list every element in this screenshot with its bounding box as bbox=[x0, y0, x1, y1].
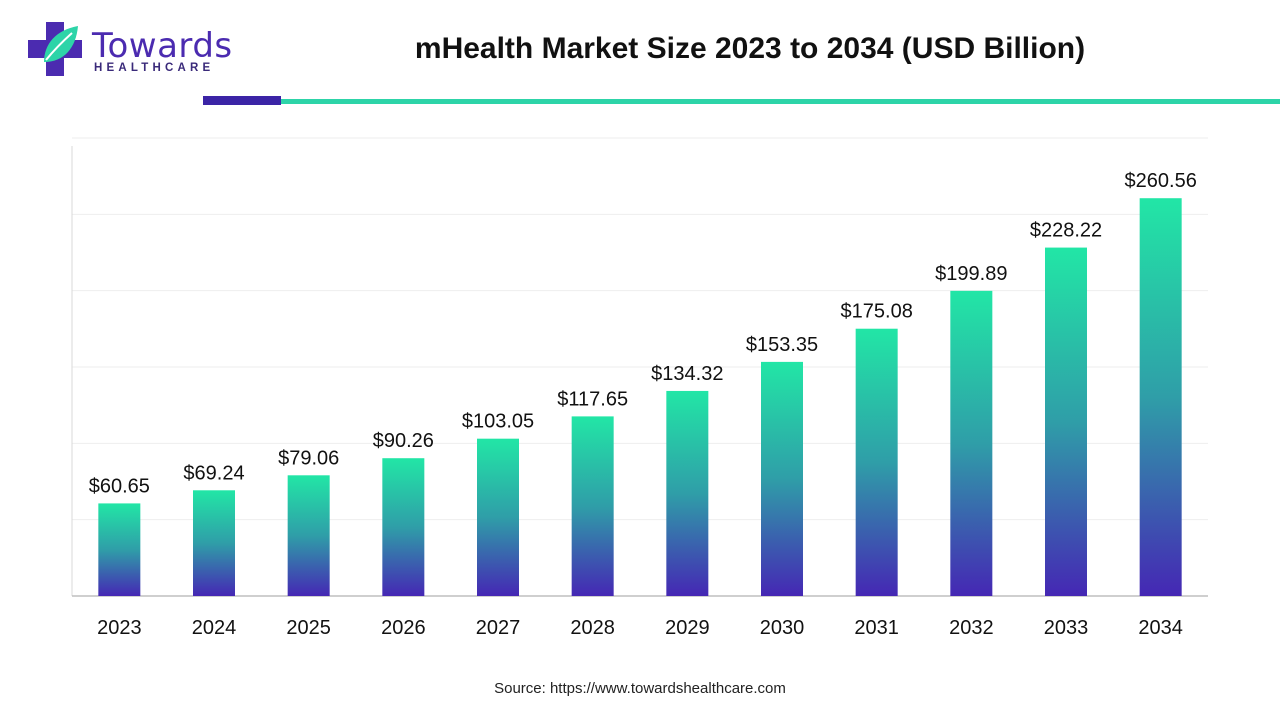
x-tick-label: 2031 bbox=[854, 617, 899, 639]
data-label: $134.32 bbox=[651, 363, 723, 385]
data-label: $153.35 bbox=[746, 334, 818, 356]
bar bbox=[1139, 198, 1182, 596]
plus-leaf-icon bbox=[28, 22, 82, 76]
bar bbox=[855, 328, 898, 596]
data-label: $60.65 bbox=[89, 475, 150, 497]
x-tick-label: 2034 bbox=[1138, 617, 1183, 639]
accent-rule-purple bbox=[203, 96, 281, 105]
bar bbox=[98, 503, 141, 596]
logo-wordmark: Towards bbox=[92, 26, 233, 66]
data-label: $103.05 bbox=[462, 411, 534, 433]
source-note: Source: https://www.towardshealthcare.co… bbox=[494, 680, 786, 697]
bar bbox=[477, 438, 519, 596]
data-label: $117.65 bbox=[557, 388, 628, 410]
bar bbox=[761, 361, 803, 596]
bar bbox=[950, 290, 993, 596]
x-tick-label: 2032 bbox=[949, 617, 994, 639]
x-tick-label: 2029 bbox=[665, 617, 710, 639]
bar bbox=[666, 390, 709, 596]
brand-logo: Towards HEALTHCARE bbox=[22, 18, 232, 80]
data-label: $228.22 bbox=[1030, 220, 1102, 242]
x-tick-label: 2033 bbox=[1044, 617, 1089, 639]
chart-title: mHealth Market Size 2023 to 2034 (USD Bi… bbox=[414, 32, 1086, 65]
data-label: $260.56 bbox=[1125, 170, 1197, 192]
x-tick-label: 2023 bbox=[97, 617, 142, 639]
bar bbox=[287, 475, 330, 596]
data-label: $90.26 bbox=[373, 430, 434, 452]
bar bbox=[193, 490, 235, 596]
data-label: $175.08 bbox=[841, 301, 913, 323]
bar bbox=[1045, 247, 1087, 596]
x-tick-label: 2024 bbox=[192, 617, 237, 639]
x-tick-label: 2030 bbox=[760, 617, 805, 639]
data-label: $199.89 bbox=[935, 263, 1007, 285]
x-tick-label: 2026 bbox=[381, 617, 426, 639]
logo-subtitle: HEALTHCARE bbox=[94, 62, 215, 74]
data-label: $69.24 bbox=[183, 462, 244, 484]
x-tick-label: 2025 bbox=[286, 617, 331, 639]
accent-rule-teal bbox=[281, 99, 1280, 104]
x-tick-label: 2028 bbox=[570, 617, 615, 639]
x-tick-label: 2027 bbox=[476, 617, 521, 639]
bar bbox=[571, 416, 614, 596]
bar bbox=[382, 458, 425, 596]
data-label: $79.06 bbox=[278, 447, 339, 469]
